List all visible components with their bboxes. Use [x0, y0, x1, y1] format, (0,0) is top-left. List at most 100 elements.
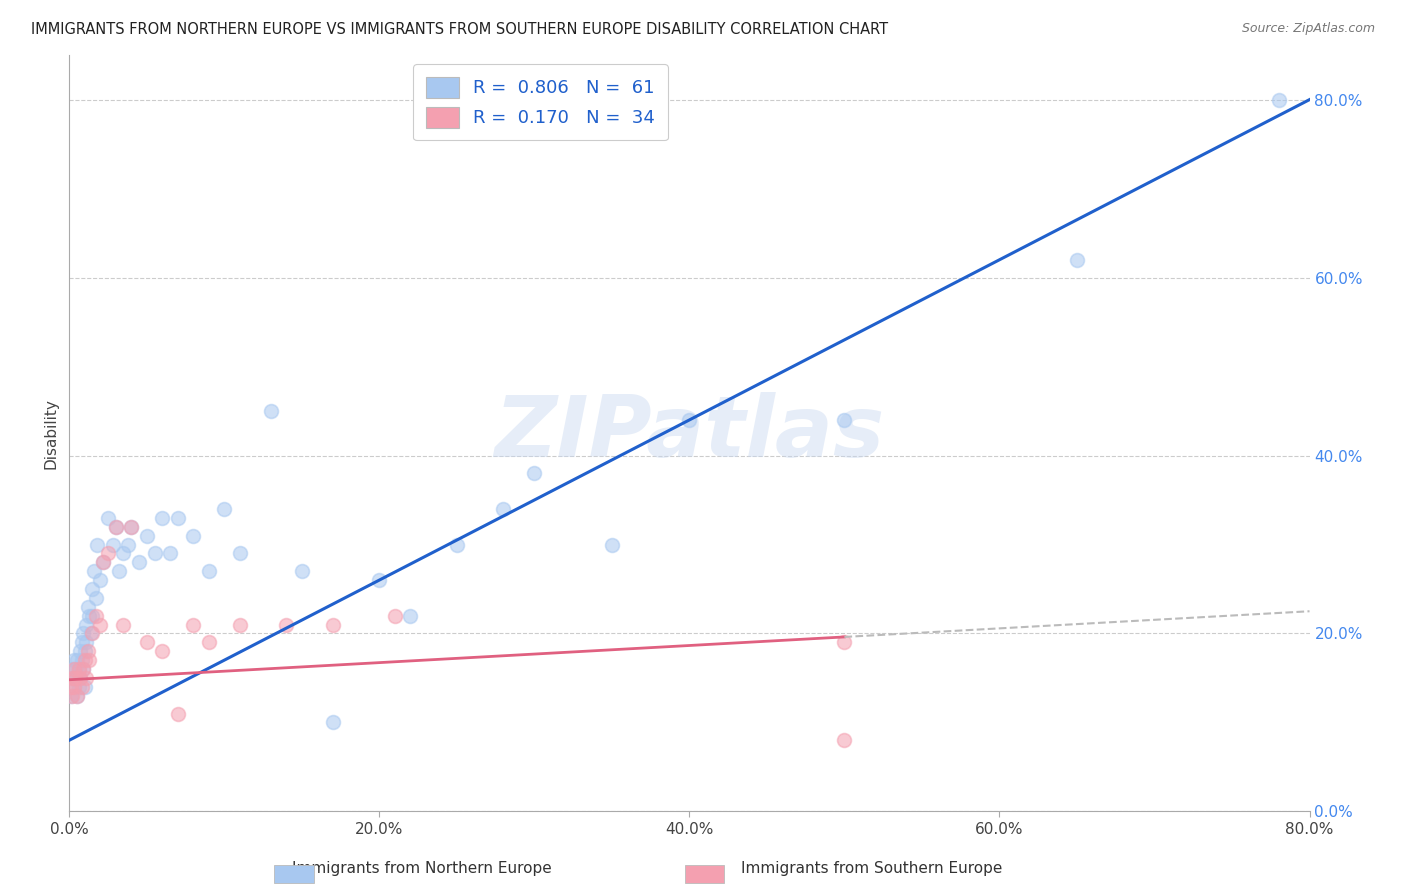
Point: [75, 635, 97, 649]
Point: [399, 608, 422, 623]
Point: [83, 564, 105, 578]
Point: [72, 662, 94, 676]
Point: [260, 404, 283, 418]
Text: IMMIGRANTS FROM NORTHERN EUROPE VS IMMIGRANTS FROM SOUTHERN EUROPE DISABILITY CO: IMMIGRANTS FROM NORTHERN EUROPE VS IMMIG…: [31, 22, 889, 37]
Point: [1267, 93, 1289, 107]
Point: [63, 653, 86, 667]
Point: [104, 519, 127, 533]
Point: [120, 519, 142, 533]
Point: [72, 662, 94, 676]
Point: [117, 537, 139, 551]
Point: [82, 626, 104, 640]
Point: [73, 653, 96, 667]
Point: [678, 413, 700, 427]
Point: [63, 680, 86, 694]
Point: [73, 644, 96, 658]
Point: [75, 671, 97, 685]
Point: [112, 546, 135, 560]
Point: [291, 564, 314, 578]
Point: [834, 733, 856, 747]
Point: [150, 644, 173, 658]
Point: [181, 528, 204, 542]
Point: [600, 537, 623, 551]
Text: Immigrants from Northern Europe: Immigrants from Northern Europe: [292, 861, 551, 876]
Point: [229, 546, 252, 560]
Point: [276, 617, 298, 632]
Point: [834, 635, 856, 649]
Point: [166, 511, 188, 525]
Point: [60, 671, 83, 685]
Point: [166, 706, 188, 721]
Point: [446, 537, 468, 551]
Point: [63, 680, 86, 694]
Point: [65, 671, 87, 685]
Point: [60, 671, 83, 685]
Point: [108, 564, 131, 578]
Point: [112, 617, 135, 632]
Point: [82, 582, 104, 596]
Legend: R =  0.806   N =  61, R =  0.170   N =  34: R = 0.806 N = 61, R = 0.170 N = 34: [413, 64, 668, 140]
Point: [72, 626, 94, 640]
Point: [523, 467, 546, 481]
Point: [368, 573, 391, 587]
Point: [66, 653, 89, 667]
Point: [66, 689, 89, 703]
Point: [69, 644, 91, 658]
Point: [73, 680, 96, 694]
Text: Immigrants from Southern Europe: Immigrants from Southern Europe: [741, 861, 1002, 876]
Point: [89, 617, 111, 632]
Point: [214, 502, 236, 516]
Point: [76, 599, 98, 614]
Point: [181, 617, 204, 632]
Point: [59, 689, 82, 703]
Point: [69, 671, 91, 685]
Point: [159, 546, 181, 560]
Point: [101, 537, 124, 551]
Point: [75, 617, 97, 632]
Point: [67, 662, 90, 676]
Point: [322, 715, 344, 730]
Point: [229, 617, 252, 632]
Point: [384, 608, 406, 623]
Point: [67, 662, 90, 676]
Point: [82, 608, 104, 623]
Point: [84, 591, 107, 605]
Point: [79, 653, 101, 667]
Point: [60, 689, 83, 703]
Point: [65, 662, 87, 676]
Point: [834, 413, 856, 427]
Point: [97, 511, 120, 525]
Point: [84, 608, 107, 623]
Point: [143, 546, 166, 560]
Point: [91, 555, 114, 569]
Point: [65, 671, 87, 685]
Point: [70, 635, 93, 649]
Point: [76, 644, 98, 658]
Point: [59, 680, 82, 694]
Point: [66, 689, 89, 703]
Point: [120, 519, 142, 533]
Point: [104, 519, 127, 533]
Point: [150, 511, 173, 525]
Point: [492, 502, 515, 516]
Point: [135, 635, 157, 649]
Point: [79, 608, 101, 623]
Point: [60, 662, 83, 676]
Point: [86, 537, 108, 551]
Point: [67, 680, 90, 694]
Point: [135, 528, 157, 542]
Text: Source: ZipAtlas.com: Source: ZipAtlas.com: [1241, 22, 1375, 36]
Point: [128, 555, 150, 569]
Point: [70, 653, 93, 667]
Point: [197, 564, 219, 578]
Point: [69, 671, 91, 685]
Point: [91, 555, 114, 569]
Point: [1066, 252, 1088, 267]
Point: [80, 626, 103, 640]
Point: [322, 617, 344, 632]
Text: ZIPatlas: ZIPatlas: [495, 392, 884, 475]
Point: [70, 680, 93, 694]
Y-axis label: Disability: Disability: [44, 398, 58, 468]
Point: [197, 635, 219, 649]
Point: [89, 573, 111, 587]
